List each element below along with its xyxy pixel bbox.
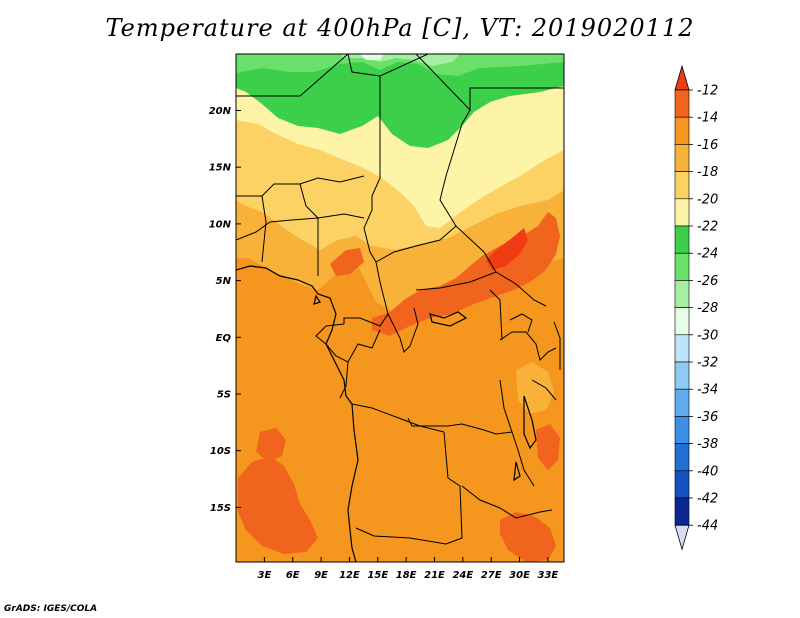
colorbar-label: -40 xyxy=(697,464,718,479)
lat-label: 15N xyxy=(209,163,232,174)
lon-label: 33E xyxy=(538,570,559,581)
lon-label: 15E xyxy=(367,570,388,581)
lat-label: 5N xyxy=(216,276,232,287)
colorbar-bin xyxy=(674,171,690,200)
lon-label: 3E xyxy=(258,570,272,581)
longitude-ticks: 3E 6E 9E 12E 15E 18E 21E 24E 27E 30E 33E xyxy=(258,557,559,581)
lat-label: 10S xyxy=(210,446,231,457)
lat-label: 15S xyxy=(210,503,231,514)
colorbar-bin xyxy=(674,144,690,172)
colorbar-bottom-arrow xyxy=(674,524,690,551)
lon-label: 6E xyxy=(286,570,300,581)
map-frame xyxy=(235,53,565,563)
colorbar-bin xyxy=(674,198,690,227)
colorbar-label: -32 xyxy=(697,356,718,371)
colorbar-label: -44 xyxy=(697,519,718,534)
colorbar-label: -26 xyxy=(697,274,718,289)
lon-label: 9E xyxy=(314,570,328,581)
colorbar-bin xyxy=(674,443,690,472)
colorbar-label: -18 xyxy=(697,165,718,180)
colorbar-label: -30 xyxy=(697,328,718,343)
lon-label: 12E xyxy=(339,570,360,581)
contour-band--26--24 xyxy=(236,54,564,76)
colorbar-bin xyxy=(674,416,690,444)
grads-credit: GrADS: IGES/COLA xyxy=(4,604,98,614)
lat-label: 10N xyxy=(209,219,232,230)
colorbar-label: -16 xyxy=(697,138,718,153)
country-borders xyxy=(236,54,564,545)
temperature-field xyxy=(236,54,564,562)
colorbar-label: -36 xyxy=(697,410,718,425)
colorbar-bin xyxy=(674,89,690,118)
lat-label: EQ xyxy=(216,333,232,344)
colorbar-bin xyxy=(674,252,690,281)
lon-label: 24E xyxy=(452,570,473,581)
colorbar-label: -24 xyxy=(697,247,718,262)
colorbar-bin xyxy=(674,388,690,417)
coastline xyxy=(236,265,537,562)
colorbar-label: -22 xyxy=(697,220,718,235)
colorbar-label: -20 xyxy=(697,192,718,207)
colorbar-bin xyxy=(674,470,690,499)
colorbar-label: -34 xyxy=(697,383,718,398)
colorbar-bin xyxy=(674,116,690,145)
chart-title: Temperature at 400hPa [C], VT: 201902011… xyxy=(105,14,695,42)
colorbar-bin xyxy=(674,497,690,526)
colorbar-label: -38 xyxy=(697,437,718,452)
lon-label: 27E xyxy=(481,570,502,581)
lon-label: 21E xyxy=(424,570,445,581)
colorbar-bin xyxy=(674,307,690,336)
contour-band--24--22 xyxy=(236,54,564,148)
lat-label: 5S xyxy=(217,390,231,401)
colorbar-label: -28 xyxy=(697,301,718,316)
lon-label: 30E xyxy=(509,570,530,581)
colorbar-label: -12 xyxy=(697,84,718,99)
colorbar-bin xyxy=(674,361,690,390)
colorbar-top-arrow xyxy=(674,64,690,91)
colorbar-label: -42 xyxy=(697,492,718,507)
latitude-ticks: 20N 15N 10N 5N EQ 5S 10S 15S xyxy=(209,106,241,514)
colorbar: -12 -14 -16 -18 -20 -22 -24 -26 -28 -30 -32 -34 -36 -… xyxy=(674,64,718,551)
colorbar-bin xyxy=(674,280,690,308)
colorbar-bin xyxy=(674,334,690,363)
colorbar-label: -14 xyxy=(697,111,718,126)
lat-label: 20N xyxy=(209,106,232,117)
colorbar-bin xyxy=(674,225,690,254)
lon-label: 18E xyxy=(396,570,417,581)
